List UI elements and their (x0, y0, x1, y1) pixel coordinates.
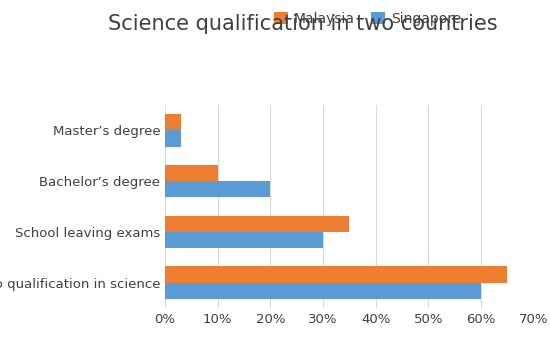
Bar (165, 165, 218, 181)
Bar (165, 282, 481, 299)
Bar (165, 216, 349, 232)
Bar (165, 266, 507, 282)
Text: Science qualification in two countries: Science qualification in two countries (108, 14, 497, 34)
Bar (165, 181, 270, 197)
Bar (165, 131, 181, 147)
Bar (165, 114, 181, 131)
Legend: Malaysia, Singapore: Malaysia, Singapore (269, 6, 466, 32)
Bar (165, 232, 323, 248)
